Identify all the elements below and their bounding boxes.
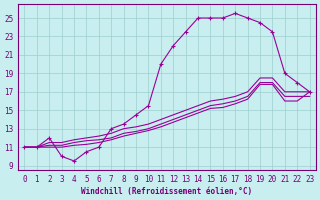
X-axis label: Windchill (Refroidissement éolien,°C): Windchill (Refroidissement éolien,°C) [82, 187, 252, 196]
